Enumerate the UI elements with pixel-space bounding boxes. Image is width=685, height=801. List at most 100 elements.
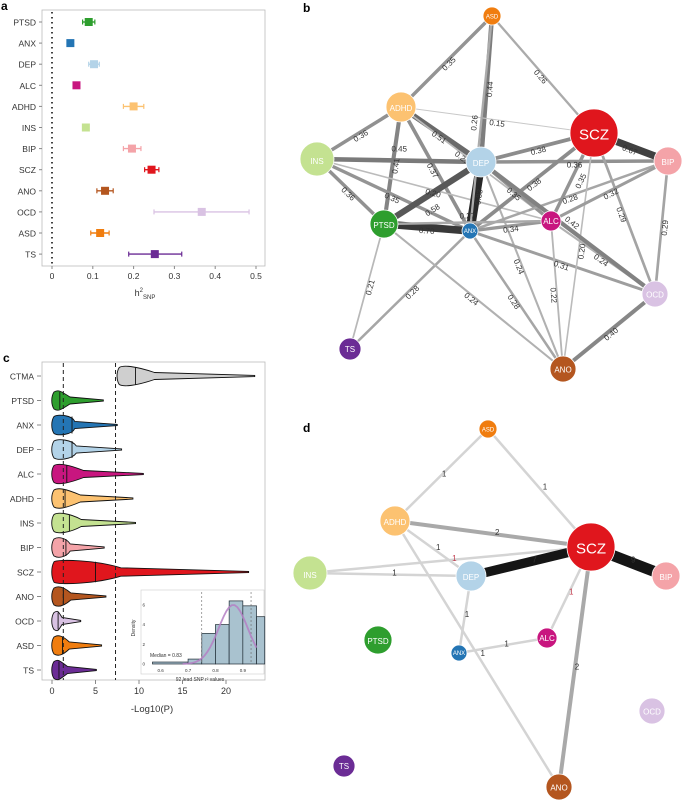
point-estimate bbox=[81, 123, 90, 132]
violin-bip bbox=[51, 537, 105, 558]
panel-c-violin-plot: -Log10(P) CTMA PTSD ANX DEP ALC ADHD INS BIP SCZ… bbox=[10, 361, 266, 715]
edge-dep-ptsd bbox=[380, 158, 485, 228]
node-label: ANX bbox=[464, 229, 476, 235]
y-tick-label: TS bbox=[23, 666, 34, 676]
edge-ins-dep bbox=[314, 156, 484, 165]
y-tick-label: ASD bbox=[17, 641, 34, 651]
x-tick-label: 0.1 bbox=[87, 271, 99, 281]
edge-label: 0.24 bbox=[512, 258, 526, 276]
edge-ptsd-ano bbox=[382, 222, 565, 371]
node-ocd bbox=[638, 697, 666, 725]
edge-label: 0.24 bbox=[462, 291, 480, 308]
edge-label: 7 bbox=[532, 556, 537, 565]
edge-anx-bip bbox=[468, 159, 670, 233]
node-ano bbox=[545, 773, 573, 801]
y-tick-label: ANX bbox=[17, 421, 35, 431]
violin-scz bbox=[51, 559, 250, 585]
y-tick-label: ALC bbox=[17, 470, 34, 480]
node-ptsd bbox=[369, 209, 399, 239]
edge-label: 0.34 bbox=[503, 224, 520, 235]
inset-x-tick-label: 0.6 bbox=[158, 668, 165, 673]
point-estimate bbox=[84, 18, 93, 26]
edge-scz-ano bbox=[557, 545, 593, 789]
edge-label: 0.38 bbox=[530, 144, 548, 157]
point-estimate bbox=[150, 250, 159, 259]
y-tick-label: ALC bbox=[19, 81, 36, 91]
edge-label: 0.28 bbox=[506, 293, 522, 311]
y-tick-label: SCZ bbox=[17, 568, 34, 578]
edge-label: 0.36 bbox=[352, 128, 370, 144]
y-tick-label: BIP bbox=[20, 543, 34, 553]
node-asd bbox=[478, 419, 498, 439]
panel-a-forest-plot: PTSD ANX DEP ALC ADHD INS BIP SCZ ANO OCD ASD TS 0 0.… bbox=[12, 9, 266, 301]
edge-label: 1 bbox=[480, 649, 485, 658]
point-estimate bbox=[90, 60, 99, 69]
edge-label: 0.38 bbox=[525, 176, 543, 193]
node-label: ANX bbox=[453, 651, 465, 657]
edge-label: 0.20 bbox=[424, 187, 442, 200]
node-ts bbox=[338, 337, 362, 361]
edge-adhd-ano bbox=[393, 519, 561, 789]
y-tick-label: SCZ bbox=[19, 165, 36, 175]
edge-label: 0.24 bbox=[592, 252, 610, 269]
edge-adhd-dep bbox=[393, 519, 473, 578]
violin-ins bbox=[51, 512, 136, 534]
edge-label: 0.37 bbox=[425, 162, 441, 180]
node-label: DEP bbox=[473, 159, 489, 168]
x-tick-label: 10 bbox=[134, 686, 144, 696]
x-tick-label: 0.3 bbox=[168, 271, 180, 281]
node-label: ADHD bbox=[384, 518, 407, 527]
edge-label: 0.41 bbox=[390, 157, 401, 174]
y-tick-label: ADHD bbox=[10, 494, 34, 504]
point-estimate bbox=[197, 207, 206, 216]
edge-label: 1 bbox=[569, 588, 574, 597]
edge-label: 0.36 bbox=[567, 160, 583, 169]
inset-y-axis-label: Density bbox=[131, 619, 137, 636]
edge-label: 2 bbox=[575, 663, 580, 672]
node-alc bbox=[536, 627, 558, 649]
node-asd bbox=[482, 6, 502, 26]
node-ocd bbox=[641, 280, 669, 308]
edge-ins-dep bbox=[308, 571, 473, 578]
node-label: OCD bbox=[646, 291, 664, 300]
edge-label: 0.22 bbox=[548, 287, 558, 304]
violin-anx bbox=[51, 414, 118, 436]
edge-label: 0.21 bbox=[364, 278, 377, 296]
edge-label: 0.26 bbox=[469, 114, 480, 131]
inset-y-tick-label: 0 bbox=[142, 662, 145, 667]
y-tick-label: ASD bbox=[19, 229, 36, 239]
inset-histogram: 0.6 0.7 0.8 0.9 0 2 4 6 92 lead SNP r² values Den… bbox=[131, 589, 266, 683]
edge-scz-ano bbox=[562, 132, 595, 370]
histogram-bar bbox=[256, 616, 266, 665]
y-tick-label: INS bbox=[20, 519, 35, 529]
point-estimate bbox=[127, 144, 136, 153]
y-tick-label: OCD bbox=[17, 207, 36, 217]
edge-label: 0.29 bbox=[660, 219, 671, 236]
edge-asd-scz bbox=[486, 427, 593, 549]
edge-label: 0.40 bbox=[602, 325, 620, 342]
edge-anx-ts bbox=[348, 229, 472, 351]
panel-label-a: a bbox=[1, 0, 8, 13]
node-label: INS bbox=[303, 571, 316, 580]
edge-adhd-ptsd bbox=[381, 104, 404, 227]
edge-asd-adhd bbox=[393, 427, 490, 523]
node-label: ASD bbox=[486, 15, 499, 21]
edge-bip-alc bbox=[549, 159, 670, 223]
edges bbox=[308, 427, 672, 789]
inset-y-tick-label: 4 bbox=[142, 622, 145, 627]
edge-label: 0.28 bbox=[404, 283, 422, 301]
x-tick-label: 0.4 bbox=[209, 271, 221, 281]
edge-adhd-scz bbox=[393, 519, 593, 549]
y-tick-label: PTSD bbox=[13, 18, 36, 28]
node-label: PTSD bbox=[373, 221, 395, 230]
edge-label: 1 bbox=[392, 569, 397, 578]
edge-asd-adhd bbox=[399, 14, 494, 109]
edges bbox=[314, 13, 672, 371]
y-tick-label: ANO bbox=[16, 592, 35, 602]
nodes: ASD ADHD SCZ INS DEP BIP PTSD ALC ANX OCD TS ANO bbox=[299, 6, 683, 383]
edge-label: 0.36 bbox=[339, 185, 357, 203]
node-adhd bbox=[385, 91, 417, 123]
x-tick-label: 0.2 bbox=[128, 271, 140, 281]
